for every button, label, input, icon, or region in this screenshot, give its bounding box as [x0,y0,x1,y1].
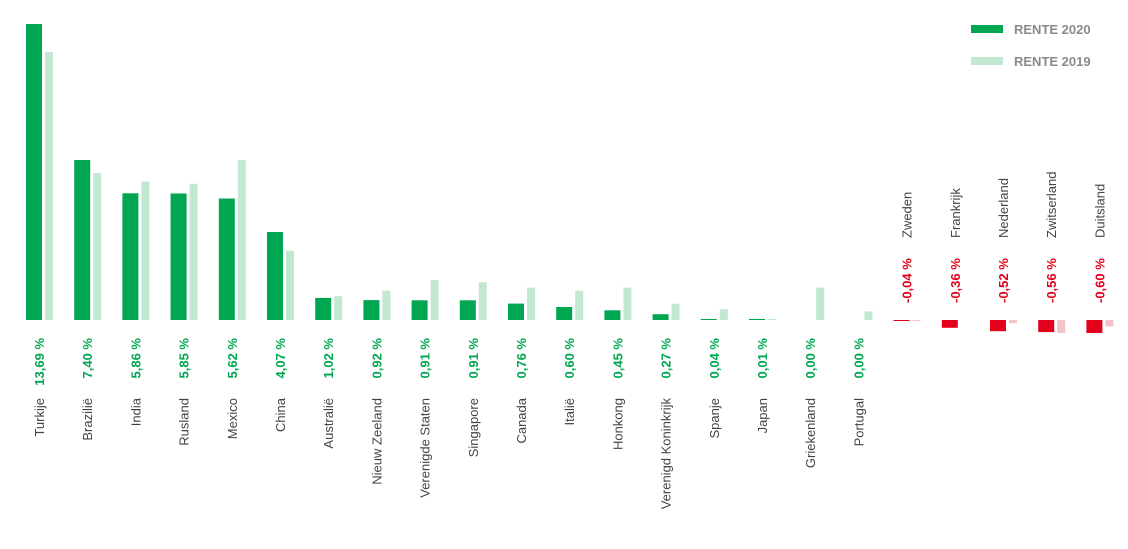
category-label-zwitserland: Zwitserland [1044,172,1059,238]
bar-2019-nederland [1009,320,1017,324]
value-label-brazilie: 7,40 % [80,338,95,379]
bar-2019-zwitserland [1057,320,1066,333]
value-label-duitsland: -0,60 % [1092,258,1107,303]
bar-2020-nederland [990,320,1006,332]
category-label-brazilie: Brazilië [80,398,95,441]
bar-2019-canada [527,287,535,320]
bar-2020-frankrijk [941,320,958,328]
legend-label-rente-2019: RENTE 2019 [1014,54,1091,69]
bar-2019-nieuw-zeeland [382,290,391,320]
bar-2019-rusland [189,183,198,320]
bar-2020-turkije [26,24,42,320]
bar-2020-japan [749,319,765,320]
category-label-singapore: Singapore [466,398,481,457]
bar-2020-honkong [604,310,621,320]
bar-2020-zwitserland [1038,320,1055,333]
bar-2019-spanje [719,309,728,320]
legend: RENTE 2020 RENTE 2019 [971,22,1091,69]
value-label-zweden: -0,04 % [900,258,915,303]
bar-2020-canada [508,303,524,320]
value-label-honkong: 0,45 % [610,338,625,379]
bar-2020-australie [315,297,332,320]
bar-2020-singapore [459,300,476,320]
value-label-mexico: 5,62 % [225,338,240,379]
bar-2020-zweden [893,320,910,321]
bar-2019-verenigd-koninkrijk [671,303,680,320]
value-label-italie: 0,60 % [562,338,577,379]
value-label-portugal: 0,00 % [851,338,866,379]
category-label-china: China [273,397,288,432]
category-label-frankrijk: Frankrijk [948,188,963,238]
bar-2019-mexico [237,160,246,320]
bar-2020-india [122,193,139,320]
category-label-spanje: Spanje [707,398,722,438]
bar-2019-china [286,250,294,320]
value-label-rusland: 5,85 % [177,338,192,379]
bar-2020-duitsland [1086,320,1103,333]
category-label-australie: Australië [321,398,336,449]
category-label-verenigde-staten: Verenigde Staten [418,398,433,498]
category-label-india: India [128,397,143,426]
category-label-rusland: Rusland [177,398,192,446]
bar-2019-verenigde-staten [430,280,439,320]
bar-2020-brazilie [74,160,91,320]
bar-2019-brazilie [93,173,102,320]
category-label-nieuw-zeeland: Nieuw Zeeland [369,398,384,485]
value-label-frankrijk: -0,36 % [948,258,963,303]
value-label-australie: 1,02 % [321,338,336,379]
bar-2020-verenigde-staten [411,300,428,320]
legend-swatch-rente-2019 [971,57,1003,65]
value-label-turkije: 13,69 % [32,338,47,386]
bar-2020-rusland [170,193,187,320]
category-label-canada: Canada [514,397,529,443]
bar-2019-portugal [864,311,873,320]
category-label-verenigd-koninkrijk: Verenigd Koninkrijk [659,398,674,510]
category-label-italie: Italië [562,398,577,425]
bar-2020-nieuw-zeeland [363,300,380,320]
category-label-honkong: Honkong [610,398,625,450]
bar-2019-griekenland [816,287,825,320]
category-label-zweden: Zweden [900,192,915,238]
labels: 13,69 % Turkije 7,40 % Brazilië 5,86 % India 5… [32,172,1107,510]
value-label-china: 4,07 % [273,338,288,379]
category-label-nederland: Nederland [996,178,1011,238]
bar-2019-zweden [912,320,921,322]
bar-2019-turkije [45,51,53,321]
bar-2019-italie [575,290,584,320]
value-label-nieuw-zeeland: 0,92 % [369,338,384,379]
category-label-japan: Japan [755,398,770,433]
value-label-nederland: -0,52 % [996,258,1011,303]
bar-2020-spanje [700,319,717,320]
bar-2019-australie [334,296,343,320]
value-label-canada: 0,76 % [514,338,529,379]
value-label-india: 5,86 % [128,338,143,379]
category-label-mexico: Mexico [225,398,240,439]
bar-2019-japan [768,318,776,320]
value-label-japan: 0,01 % [755,338,770,379]
bar-2020-italie [556,307,573,320]
bar-2019-honkong [623,287,632,320]
legend-label-rente-2020: RENTE 2020 [1014,22,1091,37]
value-label-griekenland: 0,00 % [803,338,818,379]
bar-2019-india [141,181,150,320]
value-label-verenigde-staten: 0,91 % [418,338,433,379]
category-label-turkije: Turkije [32,398,47,437]
bar-2019-singapore [478,282,487,320]
bar-2019-duitsland [1105,320,1114,327]
bar-2020-verenigd-koninkrijk [652,314,669,320]
legend-swatch-rente-2020 [971,25,1003,33]
bar-2020-mexico [218,198,235,320]
bars [26,24,1114,333]
value-label-singapore: 0,91 % [466,338,481,379]
value-label-spanje: 0,04 % [707,338,722,379]
bar-2020-china [267,232,283,320]
category-label-griekenland: Griekenland [803,398,818,468]
value-label-zwitserland: -0,56 % [1044,258,1059,303]
category-label-duitsland: Duitsland [1092,184,1107,238]
value-label-verenigd-koninkrijk: 0,27 % [659,338,674,379]
category-label-portugal: Portugal [851,398,866,447]
